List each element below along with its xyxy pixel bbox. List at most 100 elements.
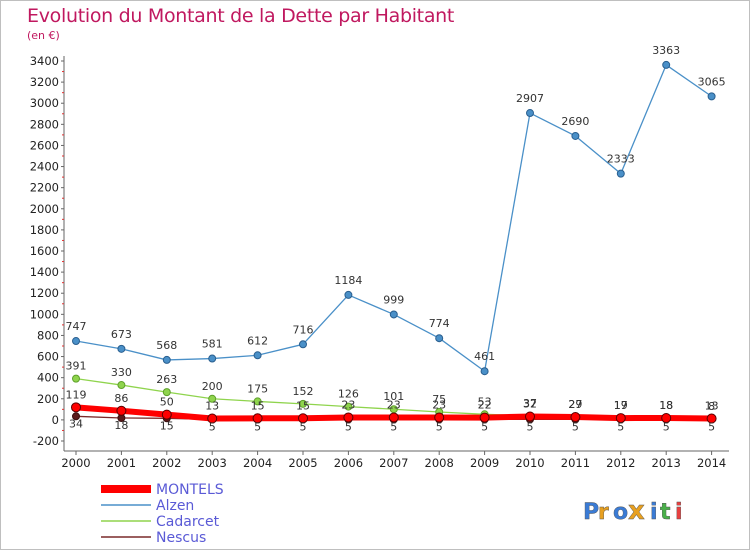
y-tick-label: 600 xyxy=(37,350,59,364)
data-label: 32 xyxy=(523,398,537,411)
data-point xyxy=(208,354,217,363)
data-label: 999 xyxy=(383,293,404,306)
data-label: 2907 xyxy=(516,92,544,105)
data-point xyxy=(72,337,80,346)
chart-title: Evolution du Montant de la Dette par Hab… xyxy=(27,5,455,27)
y-tick-label: 400 xyxy=(37,371,59,385)
data-point xyxy=(389,310,398,319)
data-label: 568 xyxy=(156,339,177,352)
x-tick-label: 2009 xyxy=(470,456,499,470)
data-label: 18 xyxy=(659,399,673,412)
data-label: 5 xyxy=(481,420,488,433)
data-label: 5 xyxy=(527,420,534,433)
data-label: 22 xyxy=(478,399,492,412)
data-label: 15 xyxy=(251,399,265,412)
series-line-alzen xyxy=(75,64,712,372)
data-point xyxy=(661,412,672,423)
data-label: 5 xyxy=(254,420,261,433)
data-label: 2333 xyxy=(607,153,635,166)
data-label: 101 xyxy=(383,390,404,403)
data-label: 8 xyxy=(708,400,715,413)
data-label: 13 xyxy=(705,400,719,413)
data-label: 2690 xyxy=(561,115,589,128)
y-tick-label: 2000 xyxy=(30,202,59,216)
data-label: 747 xyxy=(66,320,87,333)
x-tick-label: 2012 xyxy=(606,456,635,470)
y-tick-label: 1000 xyxy=(30,307,59,321)
x-tick-label: 2011 xyxy=(561,456,590,470)
data-point xyxy=(343,412,354,423)
y-tick-label: 2600 xyxy=(30,138,59,152)
data-point xyxy=(116,405,127,416)
legend-label: MONTELS xyxy=(156,482,224,498)
chart-subtitle: (en €) xyxy=(27,29,60,42)
data-point xyxy=(480,367,489,376)
logo-letter: t xyxy=(660,500,671,525)
logo-letter: x xyxy=(628,496,645,526)
data-point xyxy=(72,412,80,421)
data-point xyxy=(298,413,308,424)
x-tick-label: 2004 xyxy=(243,456,272,470)
data-point xyxy=(344,290,353,299)
data-point xyxy=(72,374,80,383)
y-tick-label: 3200 xyxy=(30,75,59,89)
data-label: 5 xyxy=(663,420,670,433)
data-point xyxy=(570,412,581,423)
y-tick-label: 0 xyxy=(52,413,59,427)
x-tick-label: 2003 xyxy=(198,456,227,470)
logo-letter: P xyxy=(583,500,599,525)
logo-letter: i xyxy=(650,500,658,525)
y-tick-label: 2800 xyxy=(30,117,59,131)
data-label: 5 xyxy=(345,420,352,433)
x-tick-label: 2008 xyxy=(425,456,454,470)
data-label: 15 xyxy=(160,419,174,432)
data-label: 330 xyxy=(111,366,132,379)
x-tick-label: 2002 xyxy=(152,456,181,470)
y-tick-label: 3000 xyxy=(30,96,59,110)
legend-label: Nescus xyxy=(156,530,206,546)
data-point xyxy=(207,413,218,424)
data-label: 17 xyxy=(614,399,628,412)
logo-letter: o xyxy=(613,500,628,525)
data-label: 774 xyxy=(429,317,450,330)
data-point xyxy=(253,397,262,406)
data-point xyxy=(706,413,717,424)
data-label: 18 xyxy=(114,419,128,432)
data-label: 5 xyxy=(708,420,715,433)
data-label: 19 xyxy=(614,399,628,412)
data-label: 5 xyxy=(390,420,397,433)
y-tick-label: 3400 xyxy=(30,54,59,68)
data-label: 53 xyxy=(478,395,492,408)
data-point xyxy=(571,131,580,140)
data-label: 5 xyxy=(617,420,624,433)
data-point xyxy=(252,413,263,424)
data-point xyxy=(344,402,353,411)
data-point xyxy=(434,412,445,423)
data-label: 23 xyxy=(387,398,401,411)
data-label: 461 xyxy=(474,350,495,363)
data-label: 5 xyxy=(300,420,307,433)
legend-label: Alzen xyxy=(156,498,194,514)
y-tick-label: -200 xyxy=(33,434,59,448)
data-label: 263 xyxy=(156,373,177,386)
x-tick-label: 2005 xyxy=(288,456,317,470)
data-label: 3363 xyxy=(652,44,680,57)
data-label: 37 xyxy=(523,397,537,410)
data-point xyxy=(615,413,626,424)
data-point xyxy=(435,334,444,343)
data-label: 13 xyxy=(205,400,219,413)
data-point xyxy=(117,344,126,353)
data-label: 716 xyxy=(293,323,314,336)
data-label: 18 xyxy=(659,399,673,412)
data-label: 119 xyxy=(66,388,87,401)
x-tick-label: 2014 xyxy=(697,456,726,470)
data-point xyxy=(526,109,534,118)
legend-label: Cadarcet xyxy=(156,514,220,530)
x-tick-label: 2006 xyxy=(334,456,363,470)
y-tick-label: 1200 xyxy=(30,286,59,300)
x-tick-label: 2010 xyxy=(515,456,544,470)
data-point xyxy=(616,169,625,178)
x-tick-label: 2000 xyxy=(61,456,90,470)
